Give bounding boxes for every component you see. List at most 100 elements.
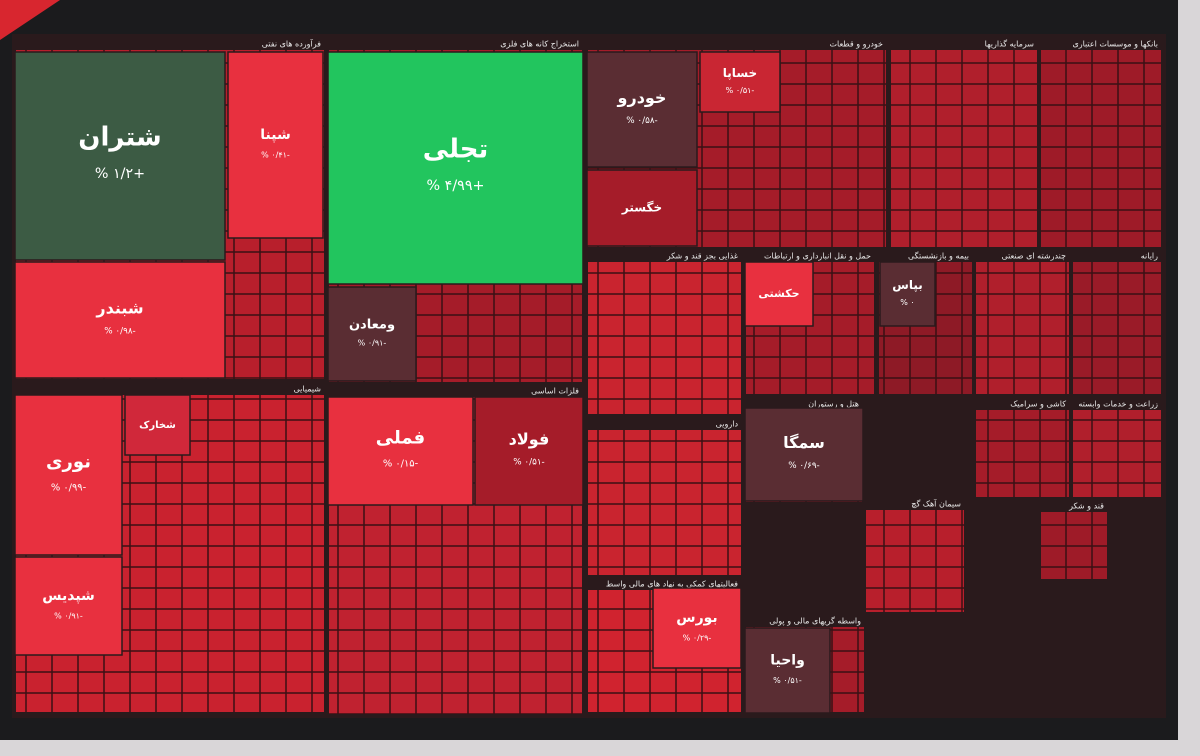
stock-tile: [586, 51, 698, 168]
sector-header: [975, 250, 1070, 262]
stock-change: +۴/۹۹ %: [427, 178, 485, 194]
sector-header: [865, 498, 965, 510]
small-tiles: [976, 410, 1069, 497]
sector-title: بانکها و موسسات اعتباری: [1072, 40, 1158, 49]
stock-tile: [14, 261, 226, 379]
stock-change: -۰/۹۱ %: [54, 611, 83, 620]
sector-title: چندرشته ای صنعتی: [1001, 252, 1066, 261]
stock-change: ۰ %: [900, 298, 914, 307]
stock-name: بپاس: [892, 278, 922, 292]
stock-tile: [586, 169, 698, 247]
stock-name: تجلی: [423, 134, 488, 164]
stock-tile: [14, 556, 123, 656]
corner: [0, 0, 60, 40]
sector-header: [745, 615, 865, 627]
stock-name: شپنا: [260, 127, 290, 143]
stock-name: شپدیس: [42, 588, 95, 604]
small-tiles: [866, 510, 964, 612]
small-tiles: [1073, 262, 1161, 394]
stock-name: شخارک: [139, 420, 176, 431]
small-tiles: [1041, 50, 1161, 247]
stock-change: +۱/۲ %: [95, 166, 145, 182]
stock-tile: [327, 286, 417, 382]
small-tiles: [588, 430, 741, 575]
sector-header: [1072, 250, 1162, 262]
sector-title: قند و شکر: [1068, 502, 1104, 511]
stock-change: -۰/۵۸ %: [626, 116, 657, 126]
stock-name: شتران: [78, 122, 161, 152]
stock-tile: [327, 396, 474, 506]
sector-title: سرمایه گذاریها: [985, 39, 1035, 49]
sector-header: [15, 38, 325, 50]
sector-title: فعالیتهای کمکی به نهاد های مالی واسط: [606, 580, 738, 589]
stock-name: خگستر: [621, 201, 662, 215]
sector-title: شیمیایی: [294, 385, 322, 394]
stock-change: -۰/۹۹ %: [51, 483, 87, 494]
sector-title: سیمان آهک گچ: [911, 499, 961, 509]
sector-header: [745, 250, 875, 262]
sector-header: [328, 385, 583, 397]
sector-title: کاشی و سرامیک: [1010, 400, 1066, 409]
stock-name: سمگا: [783, 433, 825, 452]
stock-change: -۰/۲۹ %: [683, 633, 712, 642]
stock-tile: [744, 407, 864, 502]
sector-header: [1040, 38, 1162, 50]
sector-header: [1072, 398, 1162, 410]
stock-tile: [744, 627, 831, 714]
treemap: فرآورده های نفتی شتران +۱/۲ % شبندر -۰/۹۸ % ش…: [14, 37, 1163, 716]
stock-tile: [14, 394, 123, 556]
stock-change: -۰/۹۸ %: [104, 327, 135, 337]
stock-name: ومعادن: [349, 317, 395, 332]
stock-name: واحیا: [770, 653, 805, 669]
stock-name: نوری: [46, 451, 91, 472]
sector-header: [878, 250, 973, 262]
stock-change: -۰/۵۱ %: [513, 458, 544, 468]
right-frame: [1178, 0, 1200, 756]
stock-tile: [879, 261, 936, 327]
sector-title: غذایی بجز قند و شکر: [666, 252, 738, 261]
small-tiles: [891, 50, 1037, 247]
sector-header: [15, 383, 325, 395]
sector-header: [1040, 500, 1108, 512]
stock-tile: [14, 51, 226, 261]
small-tiles: [1073, 410, 1161, 497]
stock-name: فولاد: [509, 429, 550, 448]
sector-title: فلزات اساسی: [531, 387, 579, 396]
small-tiles: [1041, 512, 1107, 579]
stock-change: -۰/۶۹ %: [788, 461, 819, 471]
stock-tile: [744, 261, 814, 327]
stock-name: بورس: [676, 610, 717, 626]
sector-header: [587, 418, 742, 430]
sector-header: [745, 398, 863, 410]
stock-tile: [652, 587, 742, 669]
stock-tile: [327, 51, 584, 285]
stock-change: -۰/۴۱ %: [261, 150, 290, 159]
stock-tile: [124, 394, 191, 456]
small-tiles: [588, 262, 741, 414]
stock-change: -۰/۹۱ %: [358, 339, 387, 348]
stock-name: خساپا: [723, 66, 757, 80]
sector-title: هتل و رستوران: [808, 400, 859, 409]
small-tiles: [976, 262, 1069, 394]
stock-name: فملی: [376, 427, 425, 448]
stock-tile: [227, 51, 324, 239]
sector-title: زراعت و خدمات وابسته: [1078, 400, 1158, 409]
sector-header: [587, 38, 887, 50]
sector-header: [587, 578, 742, 590]
sector-header: [975, 398, 1070, 410]
sector-title: استخراج کانه های فلزی: [500, 40, 579, 49]
stock-name: خودرو: [617, 88, 667, 107]
sector-title: بیمه و بازنشستگی: [908, 251, 969, 261]
stock-change: -۰/۵۱ %: [773, 676, 802, 685]
sector-title: واسطه گریهای مالی و پولی: [769, 616, 861, 626]
sector-header: [890, 38, 1038, 50]
stock-tile: [474, 396, 584, 506]
stock-change: -۰/۵۱ %: [726, 86, 755, 95]
bottom-frame: [0, 740, 1200, 756]
sector-header: [328, 38, 583, 50]
sector-header: [587, 250, 742, 262]
sector-title: رایانه: [1141, 252, 1158, 261]
stock-change: -۰/۱۵ %: [383, 459, 419, 470]
